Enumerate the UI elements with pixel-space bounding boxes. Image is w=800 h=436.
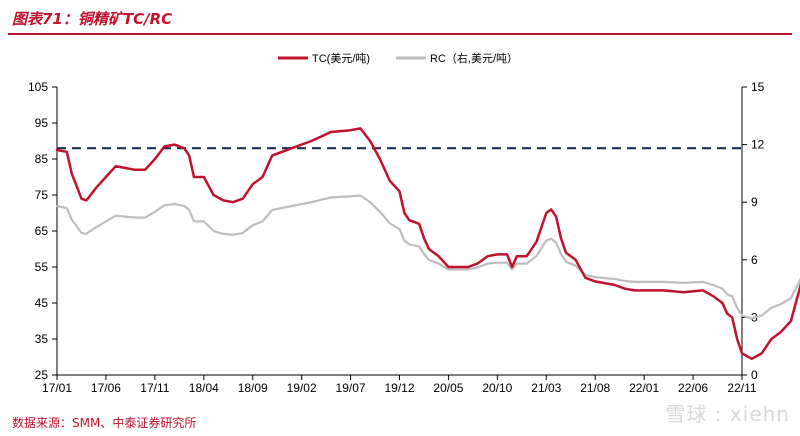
x-tick-label: 22/01: [629, 381, 659, 395]
x-tick-label: 20/05: [433, 381, 463, 395]
left-tick-label: 35: [35, 332, 49, 346]
x-tick-label: 19/12: [384, 381, 414, 395]
x-tick-label: 17/01: [42, 381, 72, 395]
right-tick-label: 9: [751, 195, 758, 209]
x-tick-label: 19/07: [336, 381, 366, 395]
x-tick-label: 17/11: [140, 381, 169, 395]
left-tick-label: 85: [35, 152, 49, 166]
watermark: 雪球 : xiehn: [665, 402, 790, 426]
rc-series-line: [55, 194, 800, 320]
left-tick-label: 95: [35, 116, 49, 130]
legend: TC(美元/吨) RC（右,美元/吨）: [278, 51, 518, 65]
right-tick-label: 6: [751, 253, 758, 267]
x-tick-label: 21/08: [580, 381, 610, 395]
left-tick-label: 25: [35, 368, 49, 382]
x-tick-label: 18/09: [238, 381, 268, 395]
right-tick-label: 0: [751, 368, 758, 382]
right-tick-label: 12: [751, 138, 765, 152]
right-tick-label: 15: [751, 80, 765, 94]
chart-header: 图表71：铜精矿TC/RC: [0, 0, 800, 36]
left-tick-label: 75: [35, 188, 49, 202]
title-rule: [8, 33, 792, 35]
series-layer: [55, 127, 800, 361]
left-tick-label: 55: [35, 260, 49, 274]
legend-rc-label: RC（右,美元/吨）: [430, 51, 518, 65]
left-tick-label: 45: [35, 296, 49, 310]
tc-series-line: [55, 127, 800, 361]
chart-area: 25 35 45 55 65 75 85 95 105 0 3 6 9 12 15 17/01 17/06 17/…: [0, 36, 800, 396]
left-tick-label: 105: [28, 80, 48, 94]
x-tick-label: 19/02: [287, 381, 317, 395]
x-tick-label: 20/10: [482, 381, 512, 395]
x-tick-label: 18/04: [189, 381, 219, 395]
x-tick-label: 22/11: [727, 381, 756, 395]
x-tick-label: 22/06: [678, 381, 708, 395]
x-tick-label: 17/06: [91, 381, 121, 395]
legend-tc-label: TC(美元/吨): [312, 52, 370, 65]
chart-title: 图表71：铜精矿TC/RC: [12, 10, 173, 28]
source-note: 数据来源：SMM、中泰证券研究所: [12, 416, 197, 430]
left-tick-label: 65: [35, 224, 49, 238]
x-tick-label: 21/03: [531, 381, 561, 395]
